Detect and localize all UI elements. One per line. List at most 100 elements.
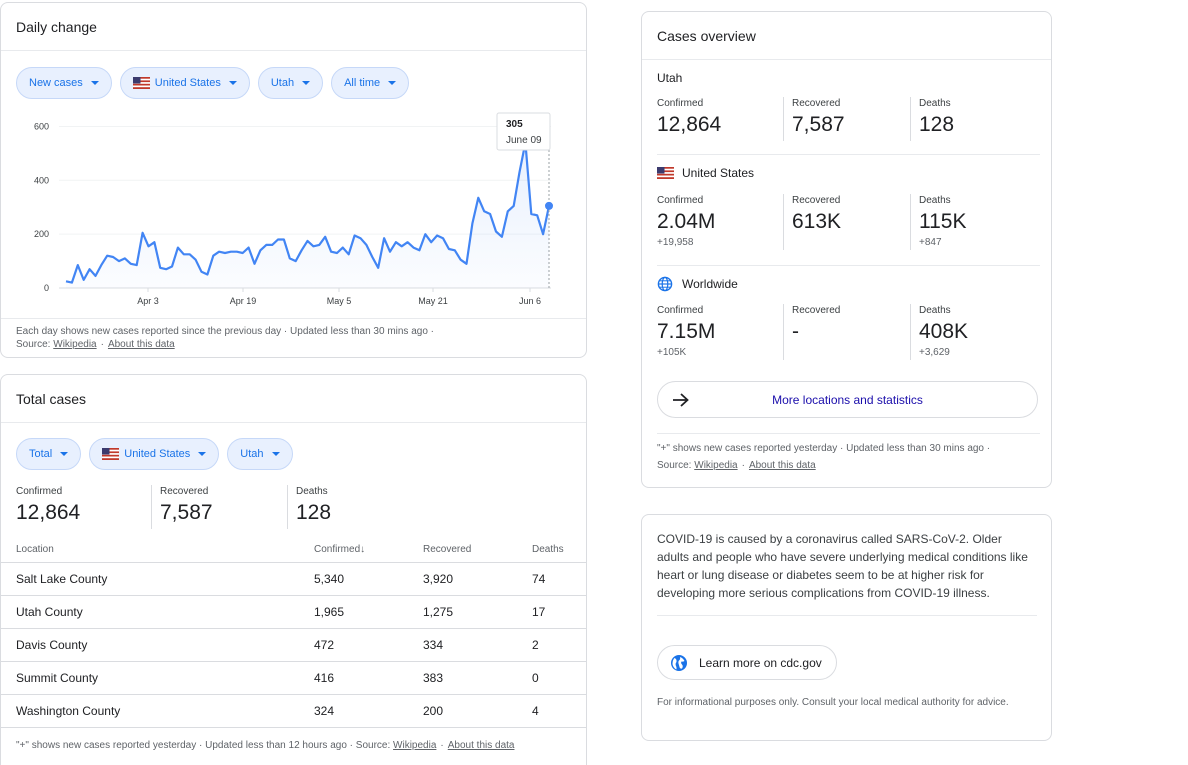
locations-table: Location Confirmed↓ Recovered Deaths Sal…	[1, 538, 586, 728]
column-deaths[interactable]: Deaths	[532, 538, 586, 563]
deaths-cell: 74	[532, 562, 586, 596]
column-confirmed[interactable]: Confirmed↓	[314, 538, 423, 563]
stat-divider	[287, 485, 288, 529]
daily-cases-chart[interactable]: 0 200 400 600 Apr 3 Apr 19 May 5 May 21 Jun 6 305…	[1, 108, 586, 308]
x-tick-label: May 5	[327, 296, 352, 306]
daily-change-card: Daily change New cases United States Uta…	[0, 2, 587, 358]
source-label: Source:	[355, 740, 391, 751]
column-recovered[interactable]: Recovered	[423, 538, 532, 563]
stat-divider	[783, 97, 784, 141]
location-cell: Salt Lake County	[1, 562, 314, 596]
recovered-cell: 383	[423, 661, 532, 695]
deaths-delta: +3,629	[919, 347, 950, 358]
total-metric-chip[interactable]: Total	[16, 438, 82, 470]
about-data-link[interactable]: About this data	[447, 740, 515, 751]
wikipedia-link[interactable]: Wikipedia	[694, 460, 738, 471]
recovered-value: 7,587	[160, 501, 213, 524]
section-name-us: United States	[682, 166, 755, 180]
caret-down-icon	[388, 81, 397, 85]
wikipedia-link[interactable]: Wikipedia	[393, 740, 437, 751]
total-state-chip[interactable]: Utah	[227, 438, 293, 470]
confirmed-value: 12,864	[16, 501, 81, 524]
deaths-cell: 0	[532, 661, 586, 695]
confirmed-label: Confirmed	[16, 486, 63, 497]
more-locations-button[interactable]: More locations and statistics	[657, 381, 1038, 418]
table-row[interactable]: Utah County 1,965 1,275 17	[1, 595, 586, 629]
hover-point	[545, 201, 553, 210]
tooltip-value: 305	[506, 119, 523, 130]
recovered-cell: 334	[423, 628, 532, 662]
state-chip[interactable]: Utah	[257, 67, 324, 99]
us-flag-icon	[102, 448, 120, 460]
caret-down-icon	[228, 81, 237, 85]
x-tick-label: Jun 6	[519, 296, 541, 306]
metric-chip-new-cases[interactable]: New cases	[16, 67, 112, 99]
series-area	[66, 142, 549, 288]
recovered-label: Recovered	[160, 486, 209, 497]
confirmed-label: Confirmed	[657, 98, 704, 109]
recovered-label: Recovered	[792, 98, 841, 109]
confirmed-value: 7.15M	[657, 320, 716, 343]
footer-divider	[1, 318, 586, 319]
chip-label: All time	[344, 77, 381, 89]
table-row[interactable]: Salt Lake County 5,340 3,920 74	[1, 562, 586, 596]
location-cell: Davis County	[1, 628, 314, 662]
x-tick-label: May 21	[418, 296, 448, 306]
total-country-chip[interactable]: United States	[89, 438, 220, 470]
overview-footnote: "+" shows new cases reported yesterday ·…	[657, 443, 991, 454]
time-range-chip[interactable]: All time	[331, 67, 410, 99]
wikipedia-link[interactable]: Wikipedia	[53, 339, 97, 350]
recovered-cell: 1,275	[423, 595, 532, 629]
y-tick-label: 0	[44, 283, 49, 293]
deaths-label: Deaths	[919, 98, 951, 109]
recovered-value: 613K	[792, 210, 842, 233]
table-row[interactable]: Summit County 416 383 0	[1, 661, 586, 695]
us-flag-icon	[657, 167, 674, 179]
confirmed-cell: 324	[314, 694, 423, 728]
tooltip-box	[496, 112, 551, 151]
deaths-value: 115K	[919, 210, 967, 233]
chip-label: New cases	[29, 77, 83, 89]
deaths-label: Deaths	[919, 305, 951, 316]
table-row[interactable]: Davis County 472 334 2	[1, 628, 586, 662]
daily-change-title: Daily change	[1, 3, 586, 51]
stat-divider	[783, 304, 784, 360]
column-location[interactable]: Location	[1, 538, 314, 563]
total-cases-title: Total cases	[1, 375, 586, 423]
info-divider	[657, 615, 1037, 616]
confirmed-label: Confirmed	[657, 195, 704, 206]
y-tick-label: 200	[34, 229, 49, 239]
covid-info-card: COVID-19 is caused by a coronavirus call…	[641, 514, 1052, 741]
recovered-value: -	[792, 320, 799, 343]
stat-divider	[783, 194, 784, 250]
recovered-label: Recovered	[792, 195, 841, 206]
sort-down-icon: ↓	[360, 544, 366, 556]
deaths-label: Deaths	[919, 195, 951, 206]
caret-down-icon	[302, 81, 311, 85]
stat-divider	[910, 304, 911, 360]
series-line	[65, 141, 551, 284]
cdc-link-button[interactable]: Learn more on cdc.gov	[657, 645, 837, 680]
cdc-link-label: Learn more on cdc.gov	[699, 655, 822, 670]
caret-down-icon	[90, 81, 99, 85]
source-label: Source:	[657, 460, 692, 471]
confirmed-value: 12,864	[657, 113, 722, 136]
country-chip[interactable]: United States	[119, 67, 250, 99]
about-data-link[interactable]: About this data	[748, 460, 816, 471]
source-label: Source:	[16, 339, 51, 350]
recovered-cell: 3,920	[423, 562, 532, 596]
chip-label: Utah	[270, 77, 295, 89]
deaths-value: 128	[296, 501, 332, 524]
us-flag-icon	[132, 77, 150, 89]
table-row[interactable]: Washington County 324 200 4	[1, 694, 586, 728]
recovered-label: Recovered	[792, 305, 841, 316]
chip-label: United States	[124, 448, 191, 460]
about-data-link[interactable]: About this data	[107, 339, 175, 350]
globe-icon	[671, 654, 687, 671]
deaths-value: 128	[919, 113, 955, 136]
caret-down-icon	[271, 452, 280, 456]
recovered-value: 7,587	[792, 113, 845, 136]
location-cell: Washington County	[1, 694, 314, 728]
tooltip-date: June 09	[506, 135, 542, 146]
location-cell: Summit County	[1, 661, 314, 695]
